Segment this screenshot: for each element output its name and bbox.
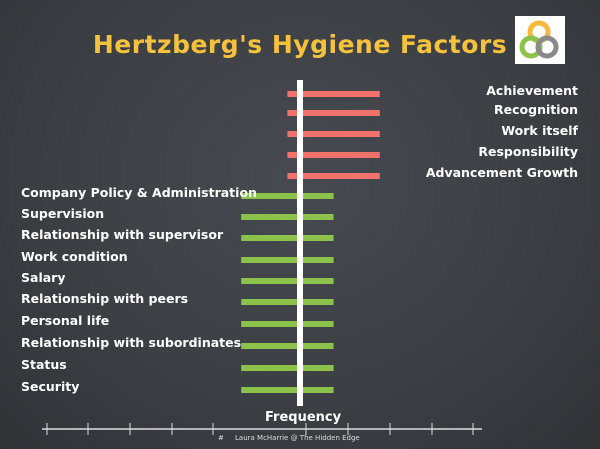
center-line: [297, 80, 303, 406]
category-label: Personal life: [21, 313, 110, 328]
bar-status: [241, 365, 334, 371]
bar-relationship-with-peers: [241, 299, 334, 305]
category-label: Advancement Growth: [425, 165, 578, 180]
category-label: Work itself: [501, 123, 578, 138]
bar-security: [241, 387, 334, 393]
bar-salary: [241, 278, 334, 284]
logo: [515, 16, 565, 64]
bar-relationship-with-supervisor: [241, 235, 334, 241]
category-label: Security: [21, 379, 80, 394]
slide-number: #: [218, 434, 224, 442]
category-label: Responsibility: [478, 144, 578, 159]
bar-responsibility: [287, 152, 380, 158]
bar-personal-life: [241, 321, 334, 327]
category-label: Salary: [21, 270, 66, 285]
category-label: Relationship with peers: [21, 291, 189, 306]
x-axis-label: Frequency: [265, 410, 342, 425]
frequency-axis: [42, 423, 482, 435]
bar-supervision: [241, 214, 334, 220]
category-label: Work condition: [21, 249, 128, 264]
bar-achievement: [287, 91, 380, 97]
category-label: Status: [21, 357, 67, 372]
category-label: Relationship with subordinates: [21, 335, 242, 350]
bar-recognition: [287, 110, 380, 116]
bar-work-condition: [241, 257, 334, 263]
bar-work-itself: [287, 131, 380, 137]
interlocking-rings-logo-icon: [519, 20, 559, 59]
bar-advancement-growth: [287, 173, 380, 179]
category-label: Relationship with supervisor: [21, 227, 224, 242]
category-label: Company Policy & Administration: [21, 185, 257, 200]
bar-company-policy-administration: [241, 193, 334, 199]
category-label: Achievement: [486, 83, 578, 98]
category-label: Supervision: [21, 206, 105, 221]
bar-relationship-with-subordinates: [241, 343, 334, 349]
footer: # Laura McHarrie @ The Hidden Edge: [218, 434, 360, 442]
category-label: Recognition: [494, 102, 578, 117]
footer-credit: Laura McHarrie @ The Hidden Edge: [235, 434, 360, 442]
slide-title: Hertzberg's Hygiene Factors: [92, 30, 508, 59]
